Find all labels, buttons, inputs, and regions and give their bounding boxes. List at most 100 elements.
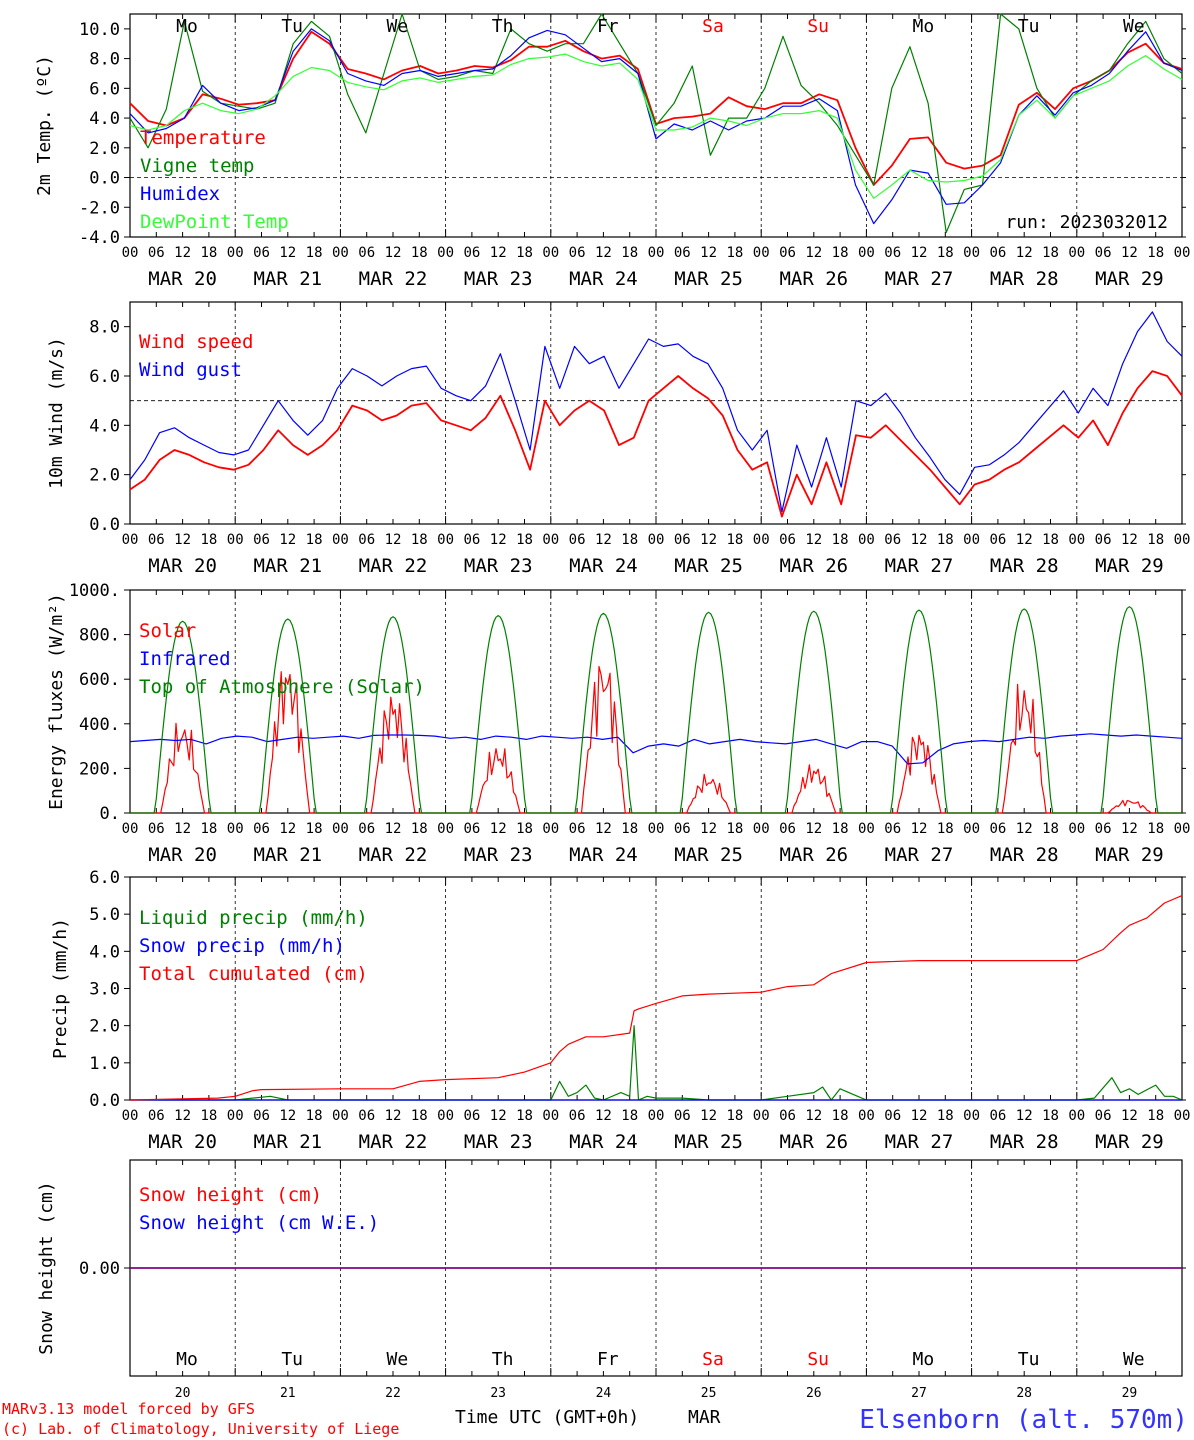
- hour-tick-label: 06: [358, 821, 375, 837]
- credit-line-2: (c) Lab. of Climatology, University of L…: [2, 1420, 399, 1438]
- hour-tick-label: 12: [805, 245, 822, 261]
- hour-tick-label: 06: [674, 1108, 691, 1124]
- hour-tick-label: 18: [411, 821, 428, 837]
- hour-tick-label: 18: [1042, 821, 1059, 837]
- hour-tick-label: 18: [1147, 532, 1164, 548]
- weekday-label: Fr: [597, 1349, 619, 1370]
- hour-tick-label: 12: [700, 532, 717, 548]
- date-label: MAR 26: [779, 555, 848, 577]
- weekday-label: Th: [492, 1349, 514, 1370]
- date-label: MAR 28: [990, 268, 1059, 290]
- hour-tick-label: 00: [437, 532, 454, 548]
- hour-tick-label: 00: [858, 245, 875, 261]
- hour-tick-label: 18: [832, 821, 849, 837]
- legend-entry: Top of Atmosphere (Solar): [139, 676, 425, 698]
- y-axis-label: Snow height (cm): [36, 1181, 57, 1354]
- y-tick-label: 0.0: [89, 515, 120, 535]
- date-label: MAR 24: [569, 844, 638, 866]
- date-label: MAR 22: [359, 1131, 428, 1153]
- hour-tick-label: 00: [648, 1108, 665, 1124]
- hour-tick-label: 12: [385, 821, 402, 837]
- hour-tick-label: 00: [437, 821, 454, 837]
- series-line-wind-speed: [129, 370, 1183, 518]
- hour-tick-label: 18: [516, 245, 533, 261]
- panel-3: 0. 200. 400. 600. 800. 1000.Energy fluxes (W/…: [46, 581, 1190, 866]
- y-tick-label: 4.0: [89, 942, 120, 962]
- date-label: MAR 21: [253, 1131, 322, 1153]
- hour-tick-label: 12: [700, 821, 717, 837]
- hour-tick-label: 12: [279, 532, 296, 548]
- hour-tick-label: 12: [490, 532, 507, 548]
- hour-tick-label: 18: [726, 532, 743, 548]
- day-number-label: 21: [280, 1386, 296, 1401]
- hour-tick-label: 00: [1068, 245, 1085, 261]
- hour-tick-label: 00: [963, 532, 980, 548]
- date-label: MAR 29: [1095, 268, 1164, 290]
- y-tick-label: 1000.: [69, 581, 120, 601]
- y-tick-label: 0.: [100, 804, 120, 824]
- hour-tick-label: 00: [753, 245, 770, 261]
- day-number-label: 26: [806, 1386, 822, 1401]
- weekday-label: We: [387, 16, 409, 37]
- hour-tick-label: 00: [753, 821, 770, 837]
- hour-tick-label: 06: [989, 245, 1006, 261]
- hour-tick-label: 12: [595, 245, 612, 261]
- date-label: MAR 28: [990, 555, 1059, 577]
- legend-entry: Snow precip (mm/h): [139, 935, 345, 957]
- hour-tick-label: 00: [1068, 1108, 1085, 1124]
- hour-tick-label: 18: [306, 821, 323, 837]
- date-label: MAR 28: [990, 1131, 1059, 1153]
- date-label: MAR 25: [674, 844, 743, 866]
- y-tick-label: 8.0: [89, 50, 120, 70]
- weekday-label: Sa: [702, 16, 724, 37]
- panel-4: 0.0 1.0 2.0 3.0 4.0 5.0 6.0 Precip (mm/h) Liquid…: [50, 868, 1190, 1153]
- hour-tick-label: 18: [1042, 1108, 1059, 1124]
- y-tick-label: 6.0: [89, 367, 120, 387]
- legend-entry: Liquid precip (mm/h): [139, 907, 368, 929]
- hour-tick-label: 06: [358, 532, 375, 548]
- date-label: MAR 21: [253, 844, 322, 866]
- date-label: MAR 23: [464, 1131, 533, 1153]
- hour-tick-label: 18: [1042, 245, 1059, 261]
- hour-tick-label: 18: [1147, 1108, 1164, 1124]
- hour-tick-label: 06: [884, 532, 901, 548]
- hour-tick-label: 18: [306, 532, 323, 548]
- hour-tick-label: 06: [989, 532, 1006, 548]
- weekday-label: Mo: [176, 1349, 198, 1370]
- hour-tick-label: 06: [674, 532, 691, 548]
- hour-tick-label: 00: [858, 1108, 875, 1124]
- hour-tick-label: 00: [122, 532, 139, 548]
- x-axis-month: MAR: [688, 1407, 721, 1428]
- hour-tick-label: 12: [1121, 245, 1138, 261]
- hour-tick-label: 18: [411, 1108, 428, 1124]
- series-line-dewpoint-temp: [129, 53, 1183, 199]
- hour-tick-label: 00: [1174, 532, 1191, 548]
- hour-tick-label: 18: [516, 532, 533, 548]
- hour-tick-label: 12: [1016, 532, 1033, 548]
- hour-tick-label: 12: [279, 821, 296, 837]
- hour-tick-label: 18: [1042, 532, 1059, 548]
- hour-tick-label: 00: [858, 821, 875, 837]
- weekday-label: Su: [807, 16, 829, 37]
- weekday-label: Mo: [913, 16, 935, 37]
- hour-tick-label: 12: [490, 1108, 507, 1124]
- hour-tick-label: 06: [989, 1108, 1006, 1124]
- y-tick-label: 0.0: [89, 1091, 120, 1111]
- hour-tick-label: 06: [253, 821, 270, 837]
- y-tick-label: -2.0: [79, 198, 120, 218]
- panel-1: -4.0 -2.0 0.0 2.0 4.0 6.0 8.0 10.0 2m Temp. (ºC)…: [34, 13, 1190, 290]
- hour-tick-label: 00: [753, 1108, 770, 1124]
- day-number-label: 20: [175, 1386, 191, 1401]
- hour-tick-label: 06: [569, 1108, 586, 1124]
- date-label: MAR 20: [148, 1131, 217, 1153]
- date-label: MAR 29: [1095, 1131, 1164, 1153]
- hour-tick-label: 18: [726, 821, 743, 837]
- hour-tick-label: 00: [122, 1108, 139, 1124]
- series-line-vigne-temp: [129, 13, 1183, 234]
- date-label: MAR 24: [569, 268, 638, 290]
- hour-tick-label: 18: [411, 245, 428, 261]
- hour-tick-label: 06: [148, 532, 165, 548]
- hour-tick-label: 12: [174, 821, 191, 837]
- series-line-temperature: [129, 30, 1183, 186]
- y-tick-label: 400.: [79, 715, 120, 735]
